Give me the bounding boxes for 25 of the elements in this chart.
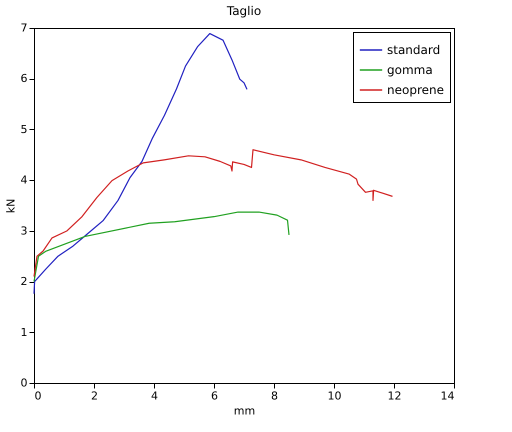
x-axis-title: mm [234, 404, 256, 418]
x-tick-label: 8 [271, 390, 278, 402]
x-tick-label: 0 [34, 390, 42, 402]
y-tick-label: 5 [20, 122, 28, 136]
y-tick-label: 7 [20, 22, 28, 34]
x-tick-label: 10 [328, 390, 342, 402]
y-tick-label: 1 [20, 326, 28, 339]
line-series [33, 211, 290, 282]
y-tick-label: 3 [20, 224, 28, 238]
x-tick-label: 2 [91, 390, 98, 402]
line-series [33, 149, 394, 278]
legend-label: gomma [387, 63, 433, 77]
x-tick-label: 14 [440, 390, 454, 402]
legend-label: neoprene [387, 83, 444, 97]
y-tick-label: 6 [20, 72, 28, 86]
x-tick-label: 4 [151, 390, 158, 402]
x-tick-label: 12 [388, 390, 402, 402]
legend-label: standard [387, 43, 440, 57]
y-tick-label: 0 [20, 376, 28, 390]
chart-title: Taglio [226, 4, 262, 18]
y-axis-title: kN [4, 198, 18, 214]
y-tick-label: 2 [20, 275, 28, 288]
x-tick-label: 6 [211, 390, 218, 402]
line-series [33, 32, 248, 294]
y-tick-label: 4 [20, 174, 28, 187]
